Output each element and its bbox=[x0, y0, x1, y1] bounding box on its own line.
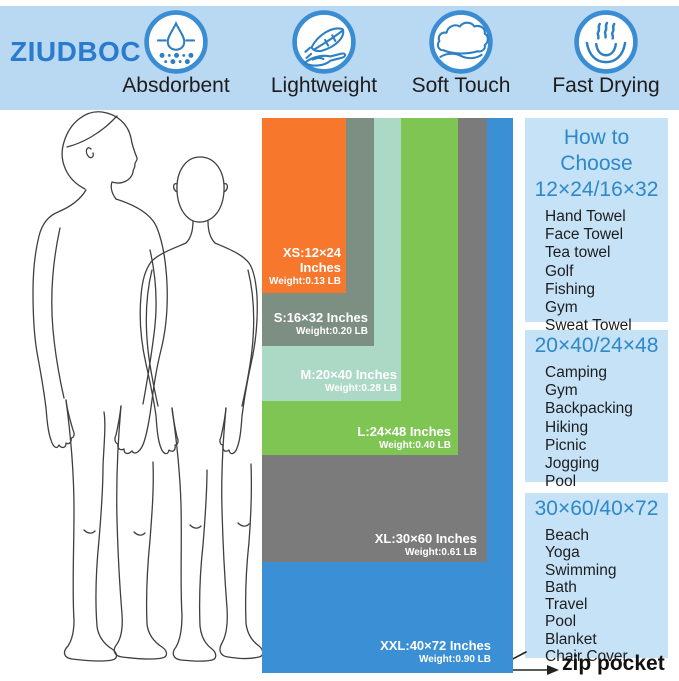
towel-size-text: XS:12×24 Inches bbox=[282, 245, 341, 275]
zip-pocket-label: zip pocket bbox=[562, 652, 665, 675]
towel-weight-text: Weight:0.28 LB bbox=[324, 383, 397, 394]
use-item: Hiking bbox=[545, 418, 589, 436]
towel-xs-label: XS:12×24 Inches Weight:0.13 LB bbox=[262, 245, 346, 293]
use-item: Sweat Towel bbox=[545, 317, 632, 335]
feature-fast-drying: Fast Drying bbox=[541, 9, 671, 97]
size-range-heading: 12×24/16×32 bbox=[534, 178, 659, 201]
feature-label: Lightweight bbox=[270, 74, 378, 97]
towel-s-label: S:16×32 Inches Weight:0.20 LB bbox=[274, 310, 374, 346]
feature-label: Absdorbent bbox=[122, 74, 230, 97]
use-item: Camping bbox=[545, 364, 608, 381]
absorbent-icon bbox=[144, 10, 208, 74]
fast-drying-icon bbox=[574, 10, 638, 74]
use-item: Swimming bbox=[545, 561, 617, 579]
use-item: Blanket bbox=[545, 630, 597, 648]
soft-touch-icon bbox=[429, 10, 493, 74]
towel-xs: XS:12×24 Inches Weight:0.13 LB bbox=[262, 118, 346, 293]
use-item: Gym bbox=[545, 382, 578, 400]
size-range-heading: 20×40/24×48 bbox=[534, 334, 659, 357]
feature-label: Fast Drying bbox=[552, 74, 660, 97]
male-figure-illustration bbox=[32, 111, 168, 662]
use-item: Chair Cover bbox=[545, 648, 628, 666]
towel-m-label: M:20×40 Inches Weight:0.28 LB bbox=[301, 367, 401, 401]
lightweight-icon bbox=[292, 10, 356, 74]
towel-xl-label: XL:30×60 Inches Weight:0.61 LB bbox=[375, 531, 487, 562]
sidebar-panel-small-sizes: How to Choose 12×24/16×32 Hand Towel Fac… bbox=[525, 118, 668, 334]
towel-size-text: XL:30×60 Inches bbox=[374, 531, 477, 546]
towel-weight-text: Weight:0.40 LB bbox=[378, 440, 451, 451]
use-item: Bath bbox=[545, 578, 577, 596]
feature-soft-touch: Soft Touch bbox=[396, 9, 526, 97]
towel-size-text: XXL:40×72 Inches bbox=[380, 638, 491, 653]
use-item: Face Towel bbox=[545, 226, 624, 244]
towel-size-text: S:16×32 Inches bbox=[273, 310, 368, 325]
towel-xxl-label: XXL:40×72 Inches Weight:0.90 LB bbox=[380, 638, 513, 673]
use-item: Jogging bbox=[545, 455, 600, 473]
use-list: Camping Gym Backpacking Hiking Picnic Jo… bbox=[525, 364, 668, 491]
towel-size-text: L:24×48 Inches bbox=[357, 424, 451, 439]
use-item: Pool bbox=[545, 613, 577, 631]
towel-l-label: L:24×48 Inches Weight:0.40 LB bbox=[357, 424, 458, 455]
use-item: Gym bbox=[545, 299, 578, 317]
sidebar-panel-large-sizes: 30×60/40×72 Beach Yoga Swimming Bath Tra… bbox=[525, 493, 668, 665]
use-item: Fishing bbox=[545, 280, 595, 298]
use-item: Hand Towel bbox=[545, 208, 626, 225]
towel-weight-text: Weight:0.20 LB bbox=[295, 326, 368, 337]
towel-weight-text: Weight:0.13 LB bbox=[268, 276, 341, 287]
use-item: Travel bbox=[545, 596, 588, 614]
use-item: Beach bbox=[545, 527, 589, 544]
feature-lightweight: Lightweight bbox=[259, 9, 389, 97]
female-figure-illustration bbox=[139, 156, 264, 662]
use-item: Pool bbox=[545, 473, 577, 491]
towel-size-text: M:20×40 Inches bbox=[300, 367, 397, 382]
towel-weight-text: Weight:0.90 LB bbox=[418, 654, 491, 665]
use-item: Backpacking bbox=[545, 400, 633, 418]
use-item: Golf bbox=[545, 262, 574, 280]
feature-label: Soft Touch bbox=[411, 74, 511, 97]
sidebar-panel-medium-sizes: 20×40/24×48 Camping Gym Backpacking Hiki… bbox=[525, 330, 668, 490]
use-item: Yoga bbox=[545, 544, 580, 562]
use-list: Hand Towel Face Towel Tea towel Golf Fis… bbox=[525, 208, 668, 335]
how-to-choose-title: How to Choose bbox=[560, 126, 633, 175]
use-list: Beach Yoga Swimming Bath Travel Pool Bla… bbox=[525, 527, 668, 665]
size-reference-figures bbox=[32, 111, 264, 662]
header-band: ZIUDBOC Absdorbent bbox=[0, 6, 679, 110]
size-range-heading: 30×60/40×72 bbox=[534, 497, 659, 520]
towel-weight-text: Weight:0.61 LB bbox=[404, 547, 477, 558]
feature-absorbent: Absdorbent bbox=[111, 9, 241, 97]
use-item: Tea towel bbox=[545, 244, 611, 262]
use-item: Picnic bbox=[545, 436, 587, 454]
brand-logo: ZIUDBOC bbox=[10, 36, 142, 67]
